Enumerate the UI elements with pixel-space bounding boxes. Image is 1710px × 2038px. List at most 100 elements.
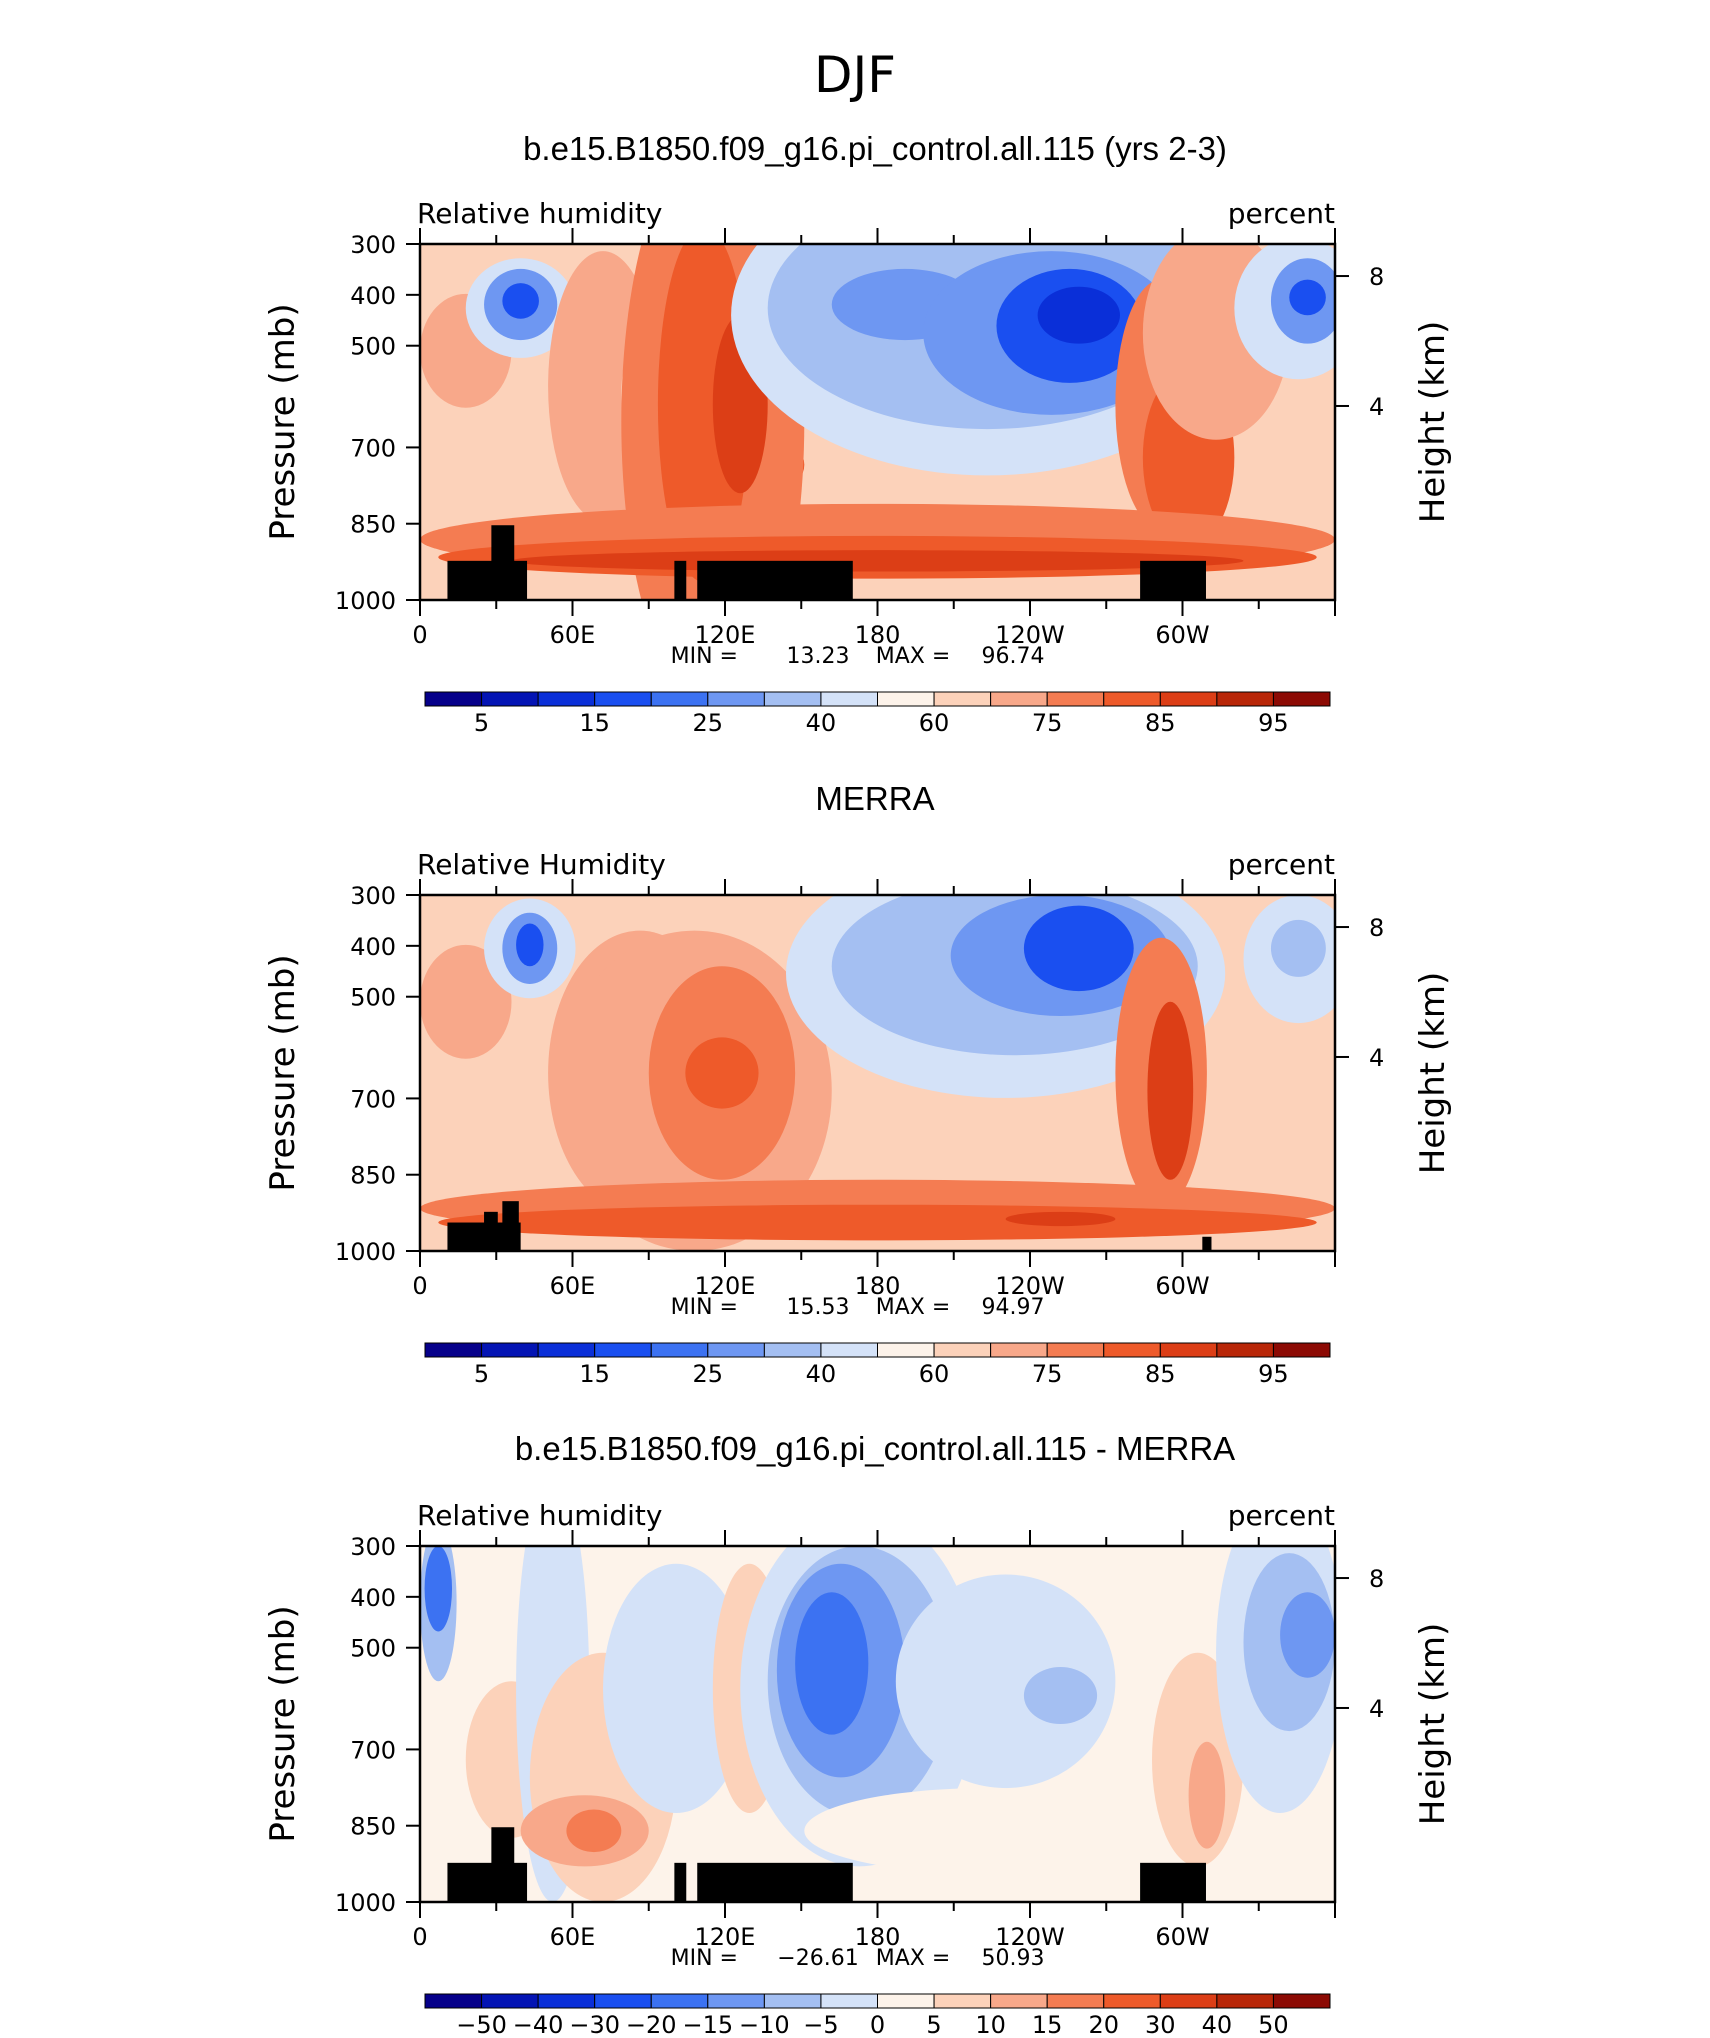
colorbar-label: 75 (1032, 1360, 1063, 1388)
colorbar-box (650, 691, 709, 707)
min-label: MIN = (671, 1295, 738, 1320)
colorbar-box (537, 1993, 596, 2009)
contour-region (566, 1809, 622, 1853)
colorbar-box (933, 1342, 992, 1358)
x-tick-label: 180 (855, 621, 901, 649)
max-value: 50.93 (982, 1946, 1045, 1971)
contour-region (516, 923, 544, 967)
y-tick-label: 850 (350, 1813, 396, 1841)
y-tick-label: 400 (350, 1584, 396, 1612)
colorbar-box (707, 691, 765, 707)
x-tick-label: 120E (695, 1923, 756, 1951)
colorbar-label: 40 (1202, 2011, 1233, 2038)
units-label: percent (1228, 1499, 1335, 1532)
min-label: MIN = (671, 644, 738, 669)
colorbar-box (1103, 1342, 1161, 1358)
colorbar-label: −30 (569, 2011, 620, 2038)
panel-title: b.e15.B1850.f09_g16.pi_control.all.115 -… (515, 1430, 1235, 1467)
colorbar-label: 85 (1145, 1360, 1176, 1388)
y-tick-label: 850 (350, 1162, 396, 1190)
height-tick-label: 4 (1369, 1695, 1384, 1723)
colorbar-box (1272, 1342, 1331, 1358)
height-tick-label: 8 (1369, 914, 1384, 942)
colorbar-label: −5 (803, 2011, 838, 2038)
units-label: percent (1228, 848, 1335, 881)
colorbar-box (594, 691, 652, 707)
contour-region (685, 1037, 759, 1109)
colorbar-label: 60 (919, 709, 950, 737)
contour-field (420, 1546, 1335, 1902)
x-tick-label: 60W (1155, 1923, 1209, 1951)
colorbar-label: 15 (579, 709, 610, 737)
contour-region (420, 944, 512, 1059)
height-tick-label: 8 (1369, 263, 1384, 291)
y-tick-label: 300 (350, 882, 396, 910)
y-tick-label: 700 (350, 1085, 396, 1113)
y-axis-label: Pressure (mb) (263, 1605, 303, 1842)
colorbar-box (1159, 1993, 1218, 2009)
x-tick-label: 60E (550, 1272, 596, 1300)
variable-label: Relative humidity (417, 1499, 662, 1532)
colorbar-box (1159, 691, 1218, 707)
colorbar-box (481, 1342, 539, 1358)
colorbar-box (1216, 691, 1274, 707)
colorbar-label: −15 (682, 2011, 733, 2038)
x-tick-label: 120E (695, 1272, 756, 1300)
colorbar-box (1103, 1993, 1161, 2009)
x-tick-label: 180 (855, 1923, 901, 1951)
colorbar-label: −20 (626, 2011, 677, 2038)
colorbar-box (1046, 1993, 1105, 2009)
variable-label: Relative humidity (417, 197, 662, 230)
colorbar-label: −40 (513, 2011, 564, 2038)
height-tick-label: 4 (1369, 1044, 1384, 1072)
colorbar-box (1272, 1993, 1331, 2009)
y-tick-label: 400 (350, 933, 396, 961)
contour-region (804, 1788, 1171, 1874)
colorbar-label: 25 (693, 709, 724, 737)
y-tick-label: 1000 (335, 587, 396, 615)
topography-mask (697, 560, 853, 600)
height-axis-label: Height (km) (1413, 1623, 1453, 1826)
colorbar-box (1046, 1342, 1105, 1358)
height-axis-label: Height (km) (1413, 972, 1453, 1175)
colorbar-label: 30 (1145, 2011, 1176, 2038)
units-label: percent (1228, 197, 1335, 230)
colorbar-label: 60 (919, 1360, 950, 1388)
contour-region (511, 550, 1244, 572)
colorbar-box (424, 1993, 483, 2009)
contour-region (795, 1592, 869, 1735)
x-tick-label: 120W (995, 1272, 1065, 1300)
colorbar-label: 0 (870, 2011, 885, 2038)
topography-mask (1140, 1862, 1206, 1902)
min-value: 13.23 (787, 644, 850, 669)
colorbar-box (763, 691, 822, 707)
colorbar: −50 −40 −30 −20 −15 −10 −5 0 5 10 15 20 30 40 50 (424, 1993, 1331, 2038)
colorbar-box (990, 691, 1048, 707)
contour-region (1280, 1592, 1335, 1678)
topography-mask (447, 560, 528, 600)
colorbar-box (424, 1342, 483, 1358)
colorbar-box (594, 1342, 652, 1358)
y-tick-label: 300 (350, 1533, 396, 1561)
y-tick-label: 700 (350, 434, 396, 462)
contour-region (1023, 905, 1134, 992)
colorbar-box (1272, 691, 1331, 707)
colorbar-box (877, 1342, 935, 1358)
colorbar-label: −10 (739, 2011, 790, 2038)
colorbar-label: 40 (806, 709, 837, 737)
y-tick-label: 500 (350, 984, 396, 1012)
main-title: DJF (814, 46, 896, 104)
x-tick-label: 0 (412, 1272, 427, 1300)
y-tick-label: 850 (350, 511, 396, 539)
colorbar-box (990, 1342, 1048, 1358)
panel-1: b.e15.B1850.f09_g16.pi_control.all.115 (… (263, 130, 1453, 737)
contour-region (603, 1563, 750, 1813)
colorbar-box (820, 691, 878, 707)
colorbar-label: 40 (806, 1360, 837, 1388)
colorbar-label: 5 (474, 709, 489, 737)
x-tick-label: 180 (855, 1272, 901, 1300)
max-value: 94.97 (982, 1295, 1045, 1320)
y-tick-label: 700 (350, 1736, 396, 1764)
